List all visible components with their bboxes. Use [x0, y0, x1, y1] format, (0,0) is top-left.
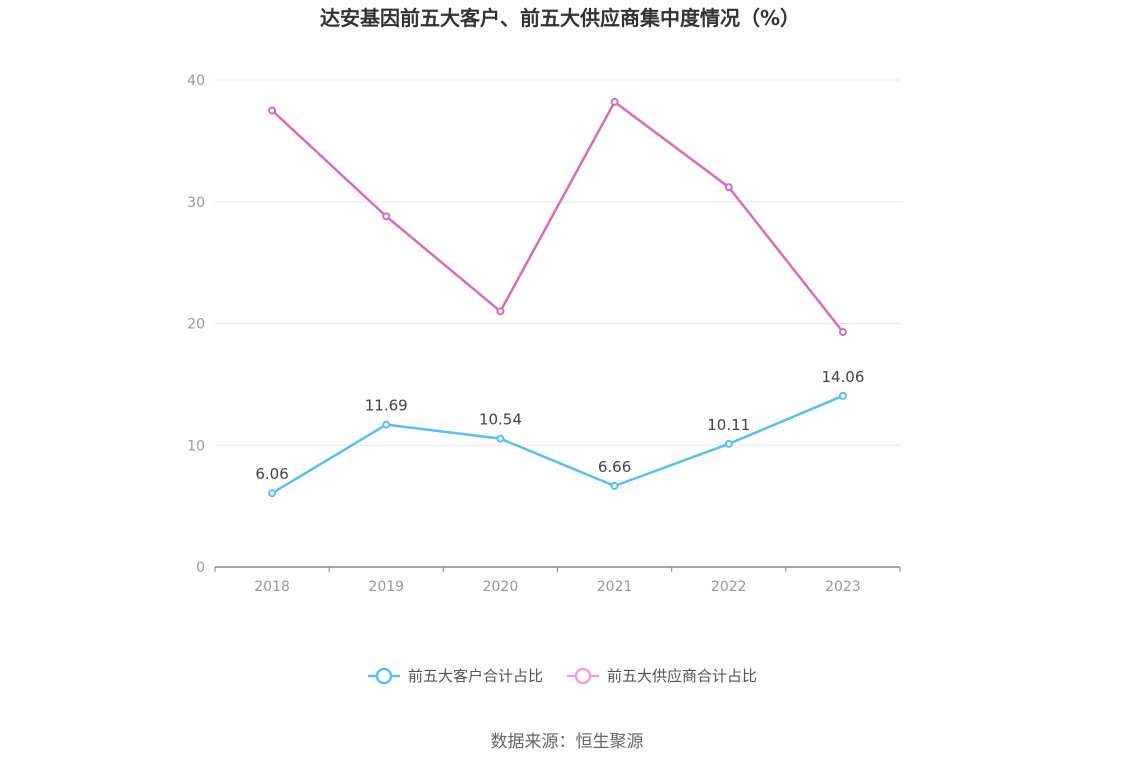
data-label: 10.54: [479, 411, 522, 429]
y-tick-label: 20: [187, 317, 205, 333]
source-note: 数据来源：恒生聚源: [491, 732, 644, 752]
y-tick-label: 40: [187, 73, 205, 89]
y-tick-label: 10: [187, 438, 205, 454]
data-point[interactable]: [724, 183, 733, 192]
x-tick-label: 2018: [254, 579, 290, 595]
data-label: 6.66: [598, 458, 631, 476]
data-point[interactable]: [724, 439, 733, 448]
data-point[interactable]: [268, 489, 277, 498]
legend-marker: [574, 667, 592, 685]
data-point[interactable]: [382, 420, 391, 429]
x-tick-label: 2022: [711, 579, 747, 595]
legend[interactable]: 前五大客户合计占比 前五大供应商合计占比: [368, 667, 757, 685]
data-point[interactable]: [382, 212, 391, 221]
data-point[interactable]: [838, 328, 847, 337]
legend-marker: [375, 667, 393, 685]
x-tick-label: 2023: [825, 579, 861, 595]
series-lines: 6.06 11.69 10.54 6.66 10.11 14.06: [255, 97, 864, 498]
data-point[interactable]: [268, 106, 277, 115]
data-point[interactable]: [610, 481, 619, 490]
grid: [215, 79, 900, 446]
legend-label: 前五大客户合计占比: [408, 667, 543, 685]
data-point[interactable]: [610, 97, 619, 106]
data-point[interactable]: [496, 434, 505, 443]
axes: 0 10 20 30 40 2018 2019 2020 2021 2022 2023: [187, 73, 901, 595]
data-label: 14.06: [821, 368, 864, 386]
y-tick-label: 30: [187, 195, 205, 211]
y-tick-label: 0: [196, 560, 205, 576]
data-point[interactable]: [496, 307, 505, 316]
chart-title: 达安基因前五大客户、前五大供应商集中度情况（%）: [320, 6, 800, 30]
data-label: 6.06: [255, 465, 288, 483]
x-tick-label: 2021: [597, 579, 633, 595]
legend-label: 前五大供应商合计占比: [607, 667, 757, 685]
x-tick-label: 2019: [368, 579, 404, 595]
data-label: 10.11: [707, 416, 750, 434]
legend-item-2[interactable]: 前五大供应商合计占比: [567, 667, 757, 685]
series-line-1: [271, 394, 844, 495]
legend-item-1[interactable]: 前五大客户合计占比: [368, 667, 543, 685]
series-line-2: [271, 100, 844, 333]
data-label: 11.69: [365, 397, 408, 415]
data-point[interactable]: [838, 391, 847, 400]
x-tick-label: 2020: [483, 579, 519, 595]
